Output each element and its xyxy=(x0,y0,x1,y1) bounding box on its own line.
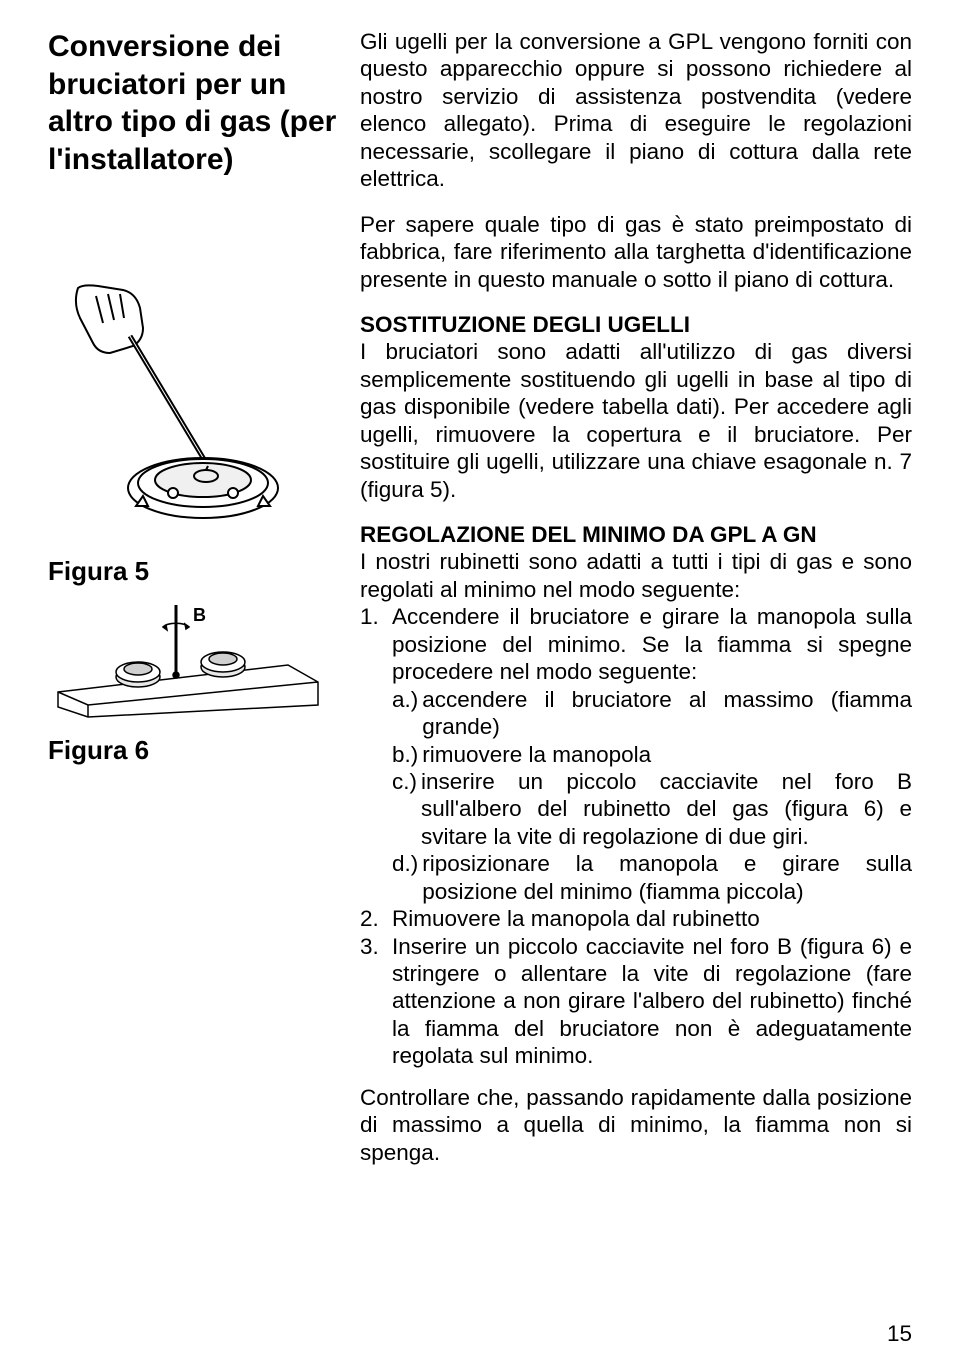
list-item-2: 2. Rimuovere la manopola dal rubinetto xyxy=(360,905,912,932)
section-title: Conversione dei bruciatori per un altro … xyxy=(48,28,340,178)
section1-heading: SOSTITUZIONE DEGLI UGELLI xyxy=(360,312,690,337)
figure5-image xyxy=(48,268,328,548)
list-item-1: 1. Accendere il bruciatore e girare la m… xyxy=(360,603,912,905)
final-paragraph: Controllare che, passando rapidamente da… xyxy=(360,1084,912,1166)
page-number: 15 xyxy=(887,1321,912,1347)
figure6-caption: Figura 6 xyxy=(48,735,340,766)
intro-paragraph-1: Gli ugelli per la conversione a GPL veng… xyxy=(360,28,912,193)
figure6-image: B xyxy=(48,597,328,727)
section2-heading: REGOLAZIONE DEL MINIMO DA GPL A GN xyxy=(360,521,912,548)
figure6-label-b: B xyxy=(193,605,206,625)
section1-body: I bruciatori sono adatti all'utilizzo di… xyxy=(360,339,912,501)
sub-item-c: c.) inserire un piccolo cacciavite nel f… xyxy=(392,768,912,850)
figure5-caption: Figura 5 xyxy=(48,556,340,587)
list-item-3: 3. Inserire un piccolo cacciavite nel fo… xyxy=(360,933,912,1070)
sub-item-d: d.) riposizionare la manopola e girare s… xyxy=(392,850,912,905)
sub-item-a: a.) accendere il bruciatore al massimo (… xyxy=(392,686,912,741)
intro-paragraph-2: Per sapere quale tipo di gas è stato pre… xyxy=(360,211,912,293)
section2-intro: I nostri rubinetti sono adatti a tutti i… xyxy=(360,548,912,603)
sub-item-b: b.) rimuovere la manopola xyxy=(392,741,912,768)
